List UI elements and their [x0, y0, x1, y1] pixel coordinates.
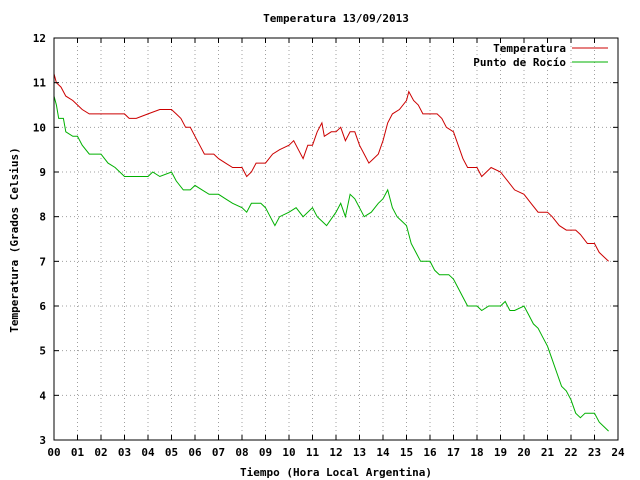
y-tick-label: 4 [39, 389, 46, 402]
x-tick-label: 19 [494, 446, 507, 459]
grid-lines [54, 38, 618, 440]
y-tick-label: 11 [33, 77, 47, 90]
x-tick-label: 17 [447, 446, 460, 459]
series-line-1 [53, 95, 609, 432]
x-tick-label: 16 [423, 446, 437, 459]
y-tick-label: 10 [33, 121, 46, 134]
y-tick-label: 3 [39, 434, 46, 447]
x-tick-label: 10 [282, 446, 295, 459]
x-tick-label: 13 [353, 446, 366, 459]
y-tick-label: 7 [39, 255, 46, 268]
x-tick-label: 22 [564, 446, 577, 459]
x-tick-label: 12 [329, 446, 342, 459]
legend-label-temperatura: Temperatura [493, 42, 566, 55]
x-tick-label: 09 [259, 446, 272, 459]
x-tick-label: 15 [400, 446, 413, 459]
x-tick-label: 20 [517, 446, 530, 459]
x-tick-label: 03 [118, 446, 131, 459]
x-tick-label: 00 [47, 446, 60, 459]
x-tick-labels: 00 01 02 03 04 05 06 07 08 09 10 11 12 13 14 15 16 17 18 19… [47, 446, 625, 459]
y-tick-labels: 3 4 5 6 7 8 9 10 11 12 [33, 32, 47, 447]
y-tick-label: 9 [39, 166, 46, 179]
x-tick-label: 06 [188, 446, 202, 459]
x-tick-label: 07 [212, 446, 225, 459]
x-tick-label: 01 [71, 446, 85, 459]
x-tick-label: 04 [141, 446, 155, 459]
x-tick-label: 11 [306, 446, 320, 459]
axis-ticks [53, 37, 619, 441]
x-tick-label: 14 [376, 446, 390, 459]
chart-title: Temperatura 13/09/2013 [263, 12, 409, 25]
x-tick-label: 02 [94, 446, 107, 459]
legend: Temperatura Punto de Rocío [473, 42, 608, 69]
y-tick-label: 5 [39, 345, 46, 358]
x-tick-label: 08 [235, 446, 248, 459]
x-tick-label: 18 [470, 446, 483, 459]
series-line-0 [53, 73, 609, 262]
y-axis-label: Temperatura (Grados Celsius) [8, 147, 21, 332]
y-tick-label: 6 [39, 300, 46, 313]
x-tick-label: 21 [541, 446, 555, 459]
series-group [53, 73, 609, 432]
legend-label-punto-de-rocio: Punto de Rocío [473, 56, 566, 69]
y-tick-label: 12 [33, 32, 46, 45]
x-axis-label: Tiempo (Hora Local Argentina) [240, 466, 432, 479]
x-tick-label: 24 [611, 446, 625, 459]
y-tick-label: 8 [39, 211, 46, 224]
x-tick-label: 23 [588, 446, 601, 459]
x-tick-label: 05 [165, 446, 178, 459]
